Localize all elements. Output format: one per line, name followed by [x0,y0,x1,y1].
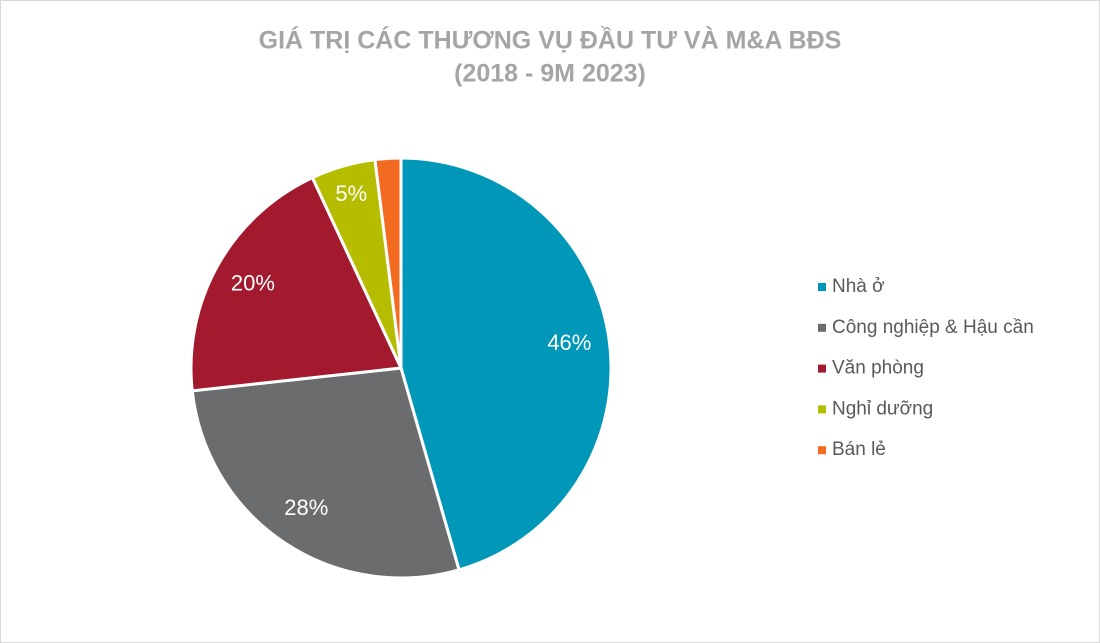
legend-marker [818,405,826,414]
legend-label: Nghỉ dưỡng [832,398,933,419]
pie-slice [190,366,461,580]
legend-marker [818,446,826,455]
legend-label: Nhà ở [832,276,885,297]
legend-label: Công nghiệp & Hậu cần [832,317,1034,338]
legend-marker [818,364,826,373]
chart-title: GIÁ TRỊ CÁC THƯƠNG VỤ ĐẦU TƯ VÀ M&A BĐS [259,26,842,55]
data-label: 5% [335,181,367,206]
legend-label: Bán lẻ [832,439,886,460]
chart-subtitle: (2018 - 9M 2023) [454,60,646,88]
legend-marker [818,323,826,332]
legend-label: Văn phòng [832,358,924,379]
pie-slice [373,156,403,369]
pie-slice [189,175,404,393]
legend-marker [818,283,826,291]
data-label: 28% [284,495,328,520]
pie-slice [399,156,613,572]
data-label: 20% [231,270,275,295]
data-label: 46% [547,330,591,355]
